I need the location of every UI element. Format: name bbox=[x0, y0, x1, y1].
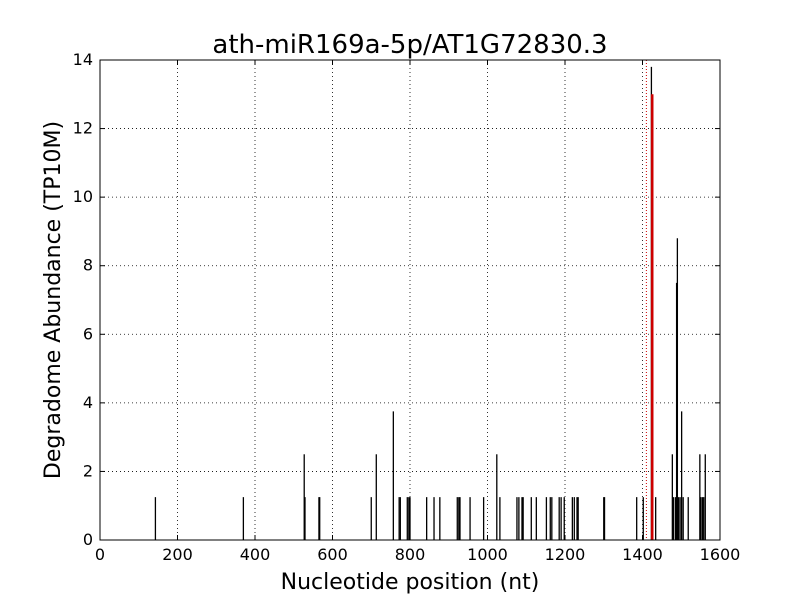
plot-frame bbox=[99, 59, 721, 541]
y-axis-label: Degradome Abundance (TP10M) bbox=[41, 121, 66, 479]
y-tick-label: 0 bbox=[83, 530, 93, 549]
y-tick-label: 4 bbox=[83, 393, 93, 412]
x-axis-label: Nucleotide position (nt) bbox=[281, 570, 540, 595]
y-tick-label: 10 bbox=[73, 187, 93, 206]
y-tick-label: 2 bbox=[83, 461, 93, 480]
y-tick-label: 6 bbox=[83, 324, 93, 343]
x-tick-label: 200 bbox=[162, 545, 193, 564]
axis-ticks: 0 200 400 600 800 1000 1200 1400 1600 0 2 4 6 8 10 12 14 bbox=[73, 50, 741, 564]
data-bars bbox=[154, 66, 706, 540]
x-tick-label: 400 bbox=[240, 545, 271, 564]
grid-lines bbox=[100, 60, 720, 540]
x-tick-label: 1000 bbox=[467, 545, 508, 564]
y-tick-label: 14 bbox=[73, 50, 93, 69]
x-tick-label: 1200 bbox=[545, 545, 586, 564]
chart-title: ath-miR169a-5p/AT1G72830.3 bbox=[212, 30, 607, 60]
y-tick-label: 12 bbox=[73, 119, 93, 138]
x-tick-label: 1400 bbox=[622, 545, 663, 564]
x-tick-label: 800 bbox=[395, 545, 426, 564]
x-tick-label: 1600 bbox=[700, 545, 741, 564]
y-tick-label: 8 bbox=[83, 256, 93, 275]
x-tick-label: 0 bbox=[95, 545, 105, 564]
x-tick-label: 600 bbox=[317, 545, 348, 564]
